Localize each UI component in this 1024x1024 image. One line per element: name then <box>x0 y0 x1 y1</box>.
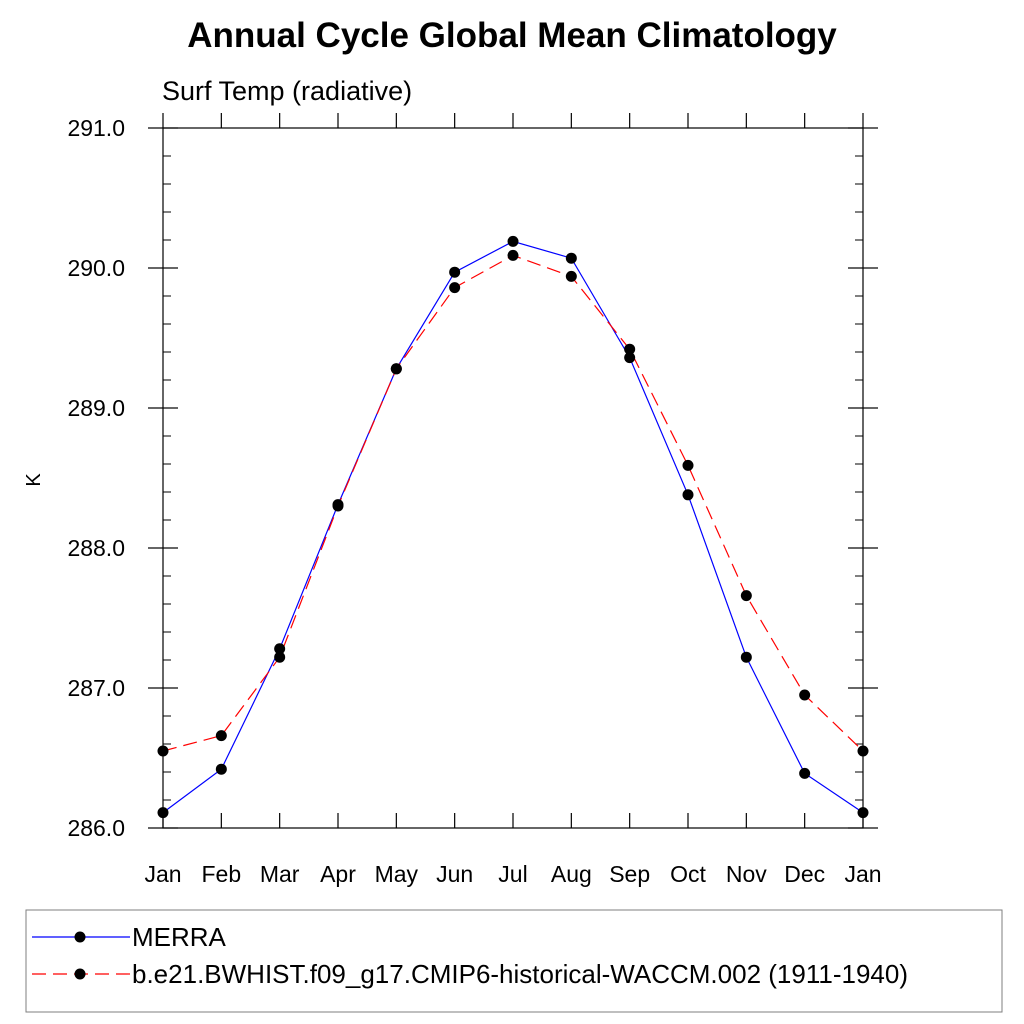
series-1-point <box>215 730 227 742</box>
series-1-point <box>740 590 752 602</box>
series-1-point <box>332 500 344 512</box>
x-tick-label: Apr <box>320 861 356 887</box>
x-tick-label: Jun <box>436 861 473 887</box>
x-tick-label: Feb <box>202 861 242 887</box>
legend-marker-0 <box>74 931 86 943</box>
y-tick-label: 291.0 <box>67 115 125 141</box>
x-tick-label: Dec <box>784 861 825 887</box>
series-1-point <box>857 745 869 757</box>
series-0-point <box>157 807 169 819</box>
chart-subtitle: Surf Temp (radiative) <box>162 76 412 106</box>
series-0-point <box>799 767 811 779</box>
legend-label-0: MERRA <box>132 922 227 952</box>
series-0-point <box>565 252 577 264</box>
series-1-point <box>624 343 636 355</box>
series-1-point <box>274 651 286 663</box>
series-line-1 <box>162 254 864 752</box>
x-tick-label: Jan <box>144 861 181 887</box>
x-tick-label: Oct <box>670 861 706 887</box>
series-1-point <box>449 282 461 294</box>
series-0-point <box>215 763 227 775</box>
series-1-point <box>390 363 402 375</box>
legend-box <box>25 909 1003 1013</box>
series-line-0 <box>162 240 864 814</box>
series-1-point <box>799 689 811 701</box>
y-tick-label: 287.0 <box>67 675 125 701</box>
series-1-point <box>565 270 577 282</box>
legend-marker-1 <box>74 968 86 980</box>
y-tick-label: 290.0 <box>67 255 125 281</box>
series-0-point <box>274 643 286 655</box>
x-tick-label: Nov <box>726 861 767 887</box>
x-tick-label: Jul <box>498 861 527 887</box>
x-tick-label: Aug <box>551 861 592 887</box>
chart-title: Annual Cycle Global Mean Climatology <box>187 16 837 55</box>
y-tick-label: 286.0 <box>67 815 125 841</box>
series-1-point <box>157 745 169 757</box>
series-0-point <box>449 266 461 278</box>
plot-frame <box>162 127 864 829</box>
series-layer <box>157 235 869 819</box>
axis-ticks <box>148 113 878 829</box>
y-tick-label: 289.0 <box>67 395 125 421</box>
legend-items: MERRA b.e21.BWHIST.f09_g17.CMIP6-historic… <box>32 922 908 989</box>
series-0-point <box>682 489 694 501</box>
tick-labels: Jan Feb Mar Apr May Jun Jul Aug Sep Oct Nov Dec Jan 2… <box>67 115 881 887</box>
x-tick-label: May <box>375 861 419 887</box>
y-tick-label: 288.0 <box>67 535 125 561</box>
series-0-point <box>624 352 636 364</box>
series-0-point <box>740 651 752 663</box>
legend-label-1: b.e21.BWHIST.f09_g17.CMIP6-historical-WA… <box>132 959 908 989</box>
x-tick-label: Jan <box>844 861 881 887</box>
legend: MERRA b.e21.BWHIST.f09_g17.CMIP6-historic… <box>25 909 1003 1013</box>
y-axis-label: K <box>23 473 45 487</box>
series-1-point <box>682 459 694 471</box>
plot-area: Jan Feb Mar Apr May Jun Jul Aug Sep Oct Nov Dec Jan 2… <box>67 113 882 887</box>
series-0-point <box>507 235 519 247</box>
series-0-point <box>857 807 869 819</box>
x-tick-label: Sep <box>609 861 650 887</box>
x-tick-label: Mar <box>260 861 300 887</box>
series-1-point <box>507 249 519 261</box>
